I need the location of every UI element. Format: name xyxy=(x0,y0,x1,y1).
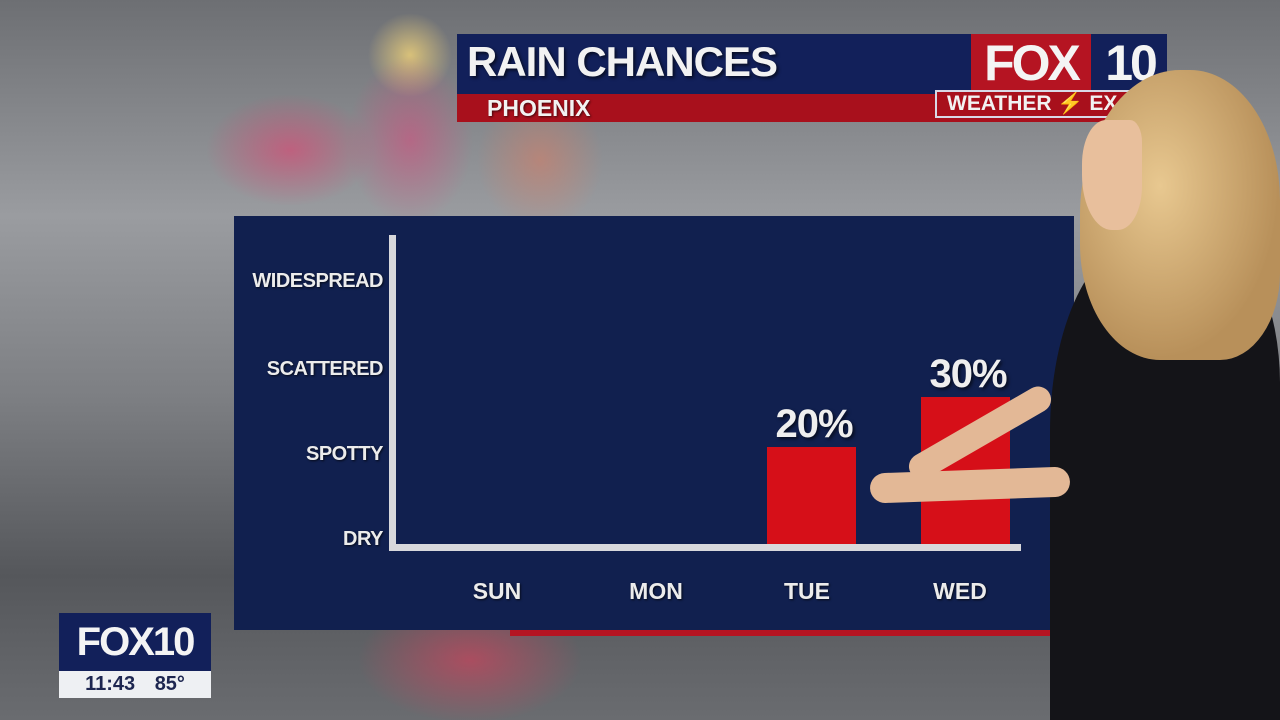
graphic-title: RAIN CHANCES xyxy=(467,38,778,85)
bar-tue xyxy=(767,447,856,544)
bar-label-wed: 30% xyxy=(929,352,1007,396)
bug-time-temp: 11:43 85° xyxy=(59,671,211,698)
y-tick-spotty: SPOTTY xyxy=(305,443,384,465)
presenter-face xyxy=(1082,120,1142,230)
x-tick-tue: TUE xyxy=(784,578,830,604)
station-bug: FOX10 11:43 85° xyxy=(59,613,211,698)
y-tick-widespread: WIDESPREAD xyxy=(252,270,383,292)
logo-fox-text: FOX xyxy=(971,34,1091,92)
y-tick-scattered: SCATTERED xyxy=(266,358,384,380)
y-tick-dry: DRY xyxy=(343,528,383,550)
x-axis-line xyxy=(389,544,1021,551)
bar-label-tue: 20% xyxy=(775,402,853,446)
x-tick-wed: WED xyxy=(933,578,987,604)
chart-accent-line xyxy=(510,630,1060,636)
bug-temperature: 85° xyxy=(154,673,185,695)
x-tick-mon: MON xyxy=(629,578,683,604)
x-tick-sun: SUN xyxy=(472,578,522,604)
location-label: PHOENIX xyxy=(487,95,591,121)
y-axis-line xyxy=(389,235,396,550)
title-bar xyxy=(457,34,971,94)
bug-logo: FOX10 xyxy=(59,613,211,671)
bug-time: 11:43 xyxy=(85,673,136,695)
